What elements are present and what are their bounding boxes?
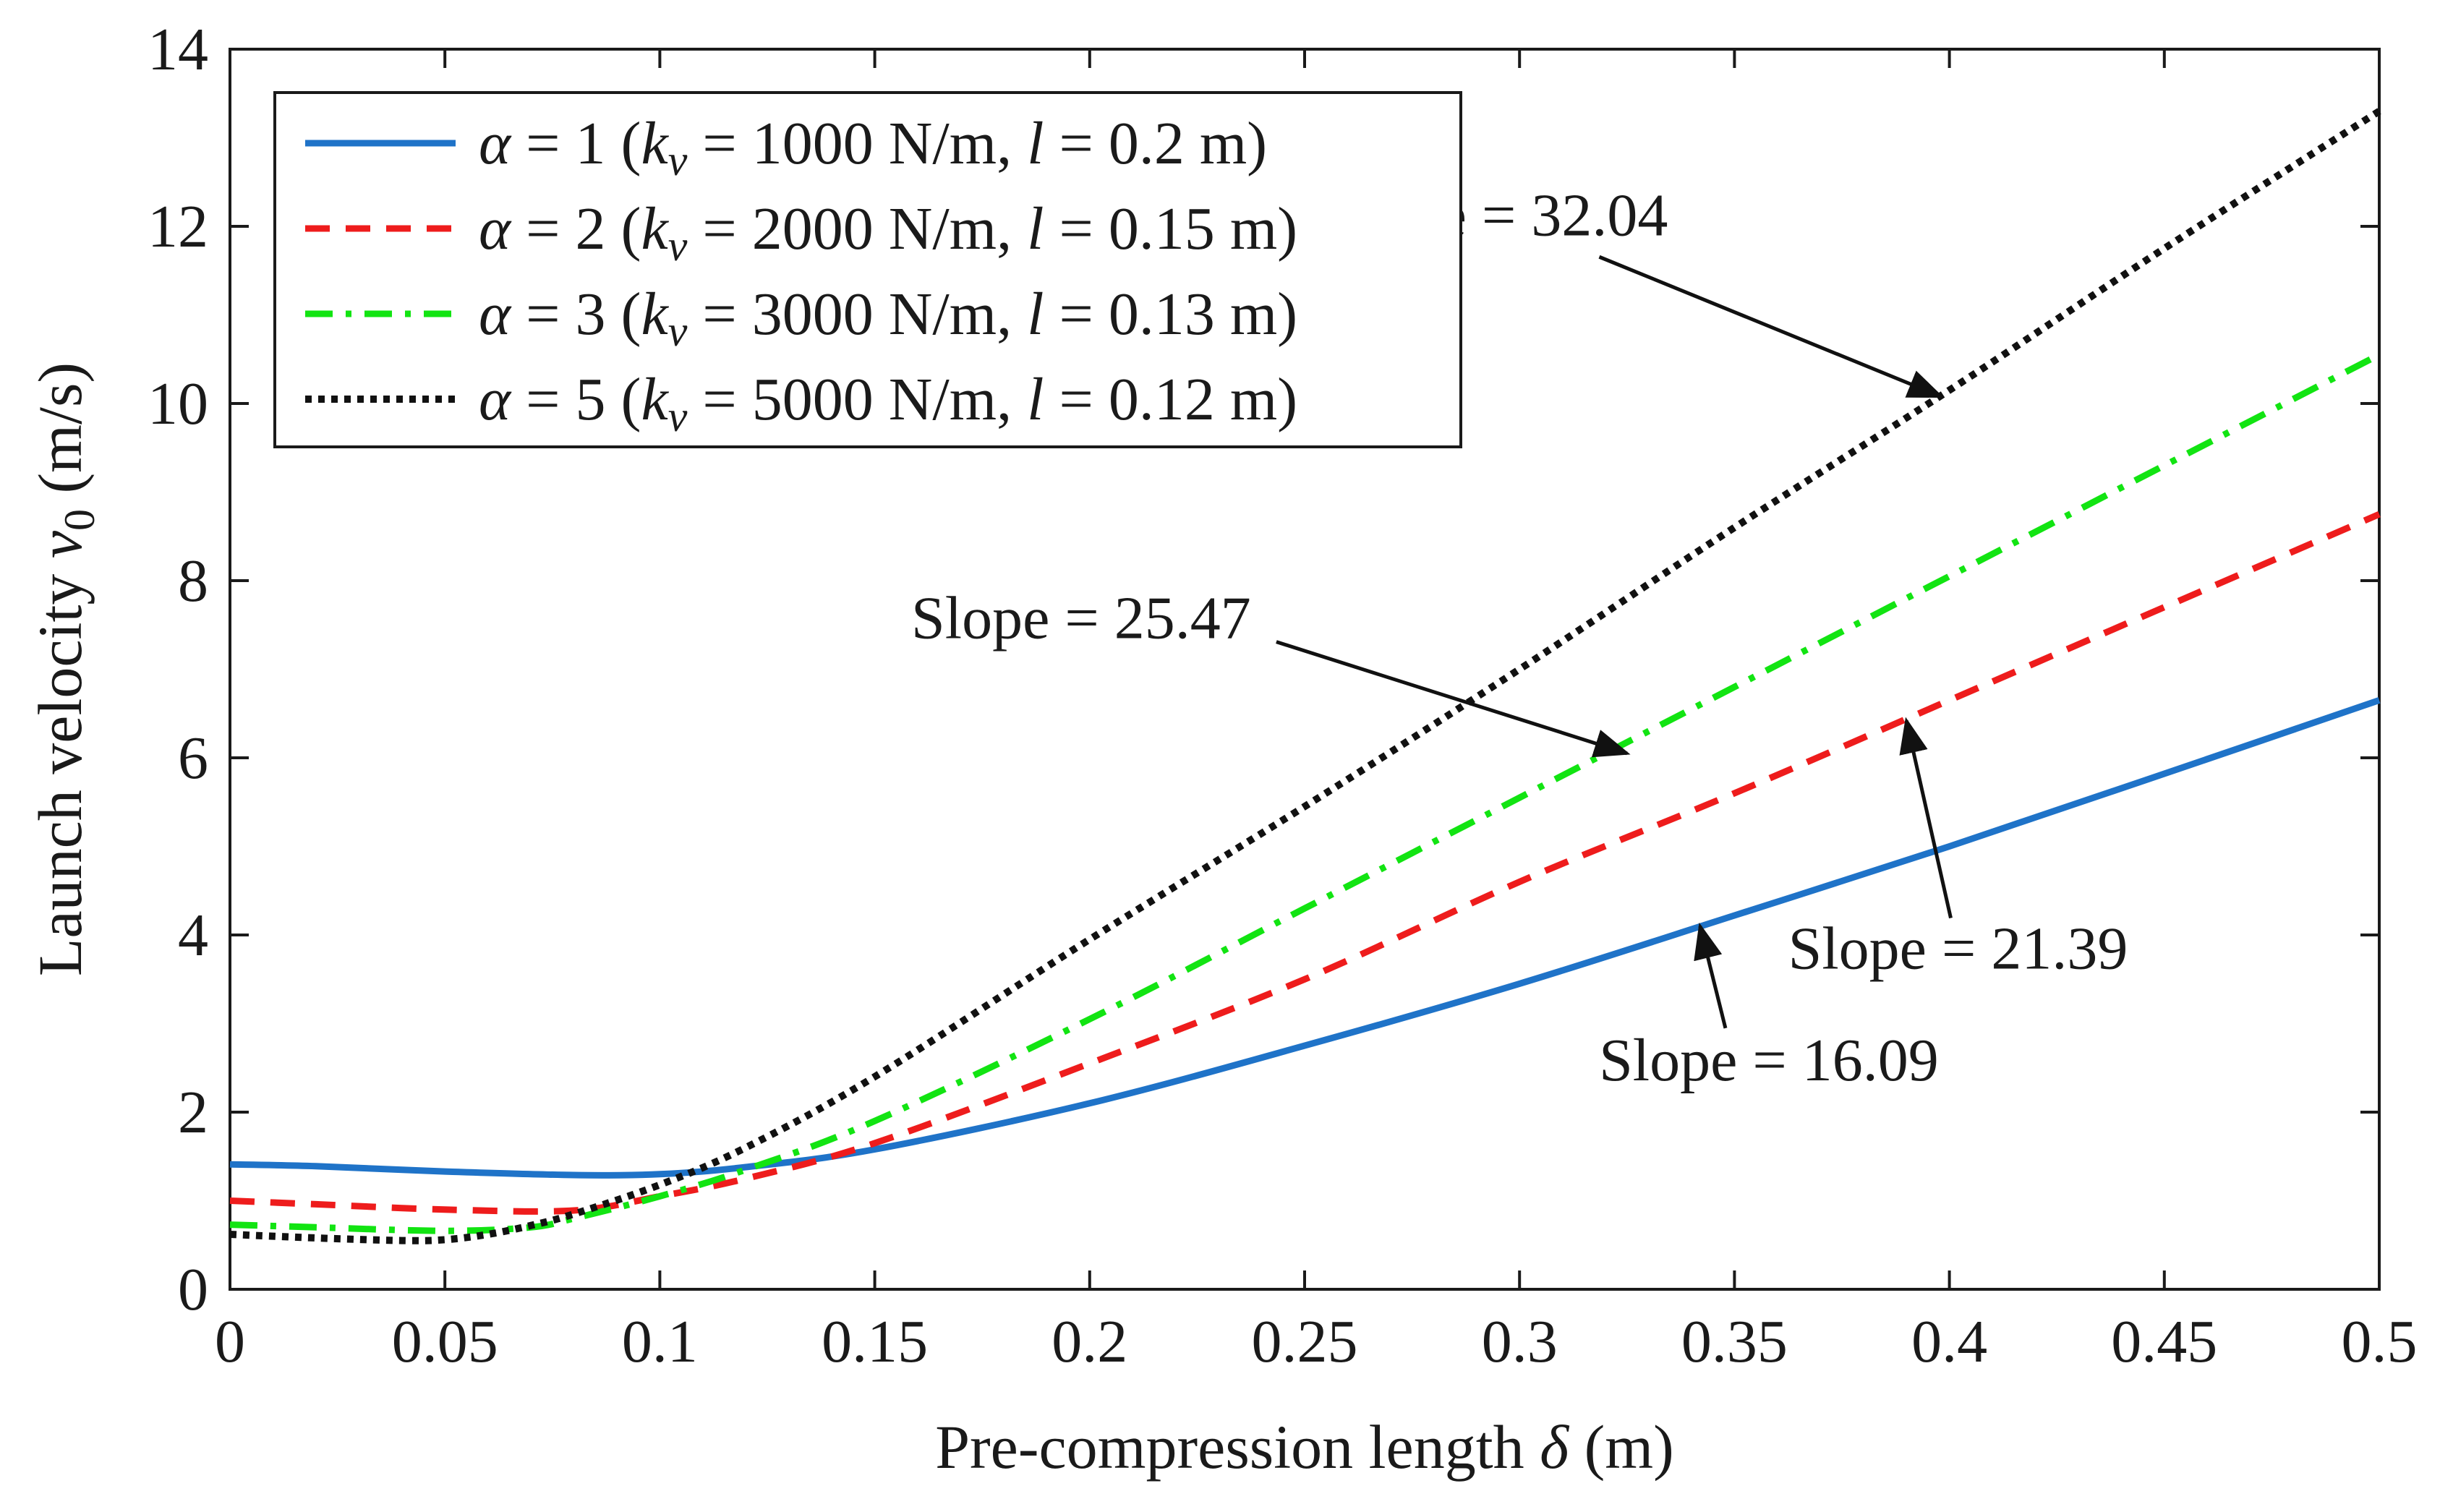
x-tick-label: 0.5 [2342,1308,2418,1375]
legend-box [273,91,1462,448]
x-tick-label: 0.2 [1051,1308,1127,1375]
x-tick-label: 0.05 [392,1308,498,1375]
series-group [229,108,2381,1244]
y-tick-label: 2 [178,1079,208,1146]
series-line-alpha-5 [229,108,2381,1244]
legend-label-alpha-2: α = 2 (kv = 2000 N/m, l = 0.15 m) [479,195,1297,270]
series-line-alpha-2 [229,511,2381,1215]
axes-group: 0 0.05 0.1 0.15 0.2 0.25 0.3 0.35 0.4 0.45 0.5 0 2 4 6… [25,16,2418,1482]
slope-annotation-arrow [1899,717,1953,919]
y-tick-label: 0 [178,1256,208,1323]
slope-annotation-arrow [1694,922,1728,1029]
x-tick-label: 0.25 [1252,1308,1358,1375]
y-tick-label: 14 [148,16,208,83]
x-tick-label: 0.15 [822,1308,928,1375]
legend-label-alpha-1: α = 1 (kv = 1000 N/m, l = 0.2 m) [479,110,1267,184]
slope-annotation-arrow [1598,255,1945,398]
y-tick-label: 4 [178,902,208,969]
slope-annotation-label: Slope = 16.09 [1599,1027,1939,1094]
y-tick-label: 12 [148,193,208,260]
y-axis-title: Launch velocity v0 (m/s) [25,362,103,976]
y-tick-label: 10 [148,370,208,437]
legend-group: α = 1 (kv = 1000 N/m, l = 0.2 m) α = 2 (k… [273,91,1462,448]
slope-annotation-arrow [1276,640,1631,758]
x-tick-label: 0.3 [1482,1308,1558,1375]
x-tick-label: 0.35 [1681,1308,1788,1375]
x-tick-label: 0.45 [2111,1308,2217,1375]
slope-annotation-label: Slope = 25.47 [911,585,1251,652]
x-tick-label: 0.1 [622,1308,698,1375]
x-tick-label: 0.4 [1911,1308,1987,1375]
series-line-alpha-1 [229,697,2381,1179]
x-axis-title: Pre-compression length δ (m) [935,1412,1674,1482]
slope-annotation-label: Slope = 21.39 [1788,915,2128,983]
legend-label-alpha-3: α = 3 (kv = 3000 N/m, l = 0.13 m) [479,281,1297,355]
legend-label-alpha-5: α = 5 (kv = 5000 N/m, l = 0.12 m) [479,366,1297,440]
y-tick-label: 6 [178,725,208,792]
series-line-alpha-3 [229,351,2381,1234]
y-tick-label: 8 [178,547,208,615]
x-tick-label: 0 [215,1308,245,1375]
